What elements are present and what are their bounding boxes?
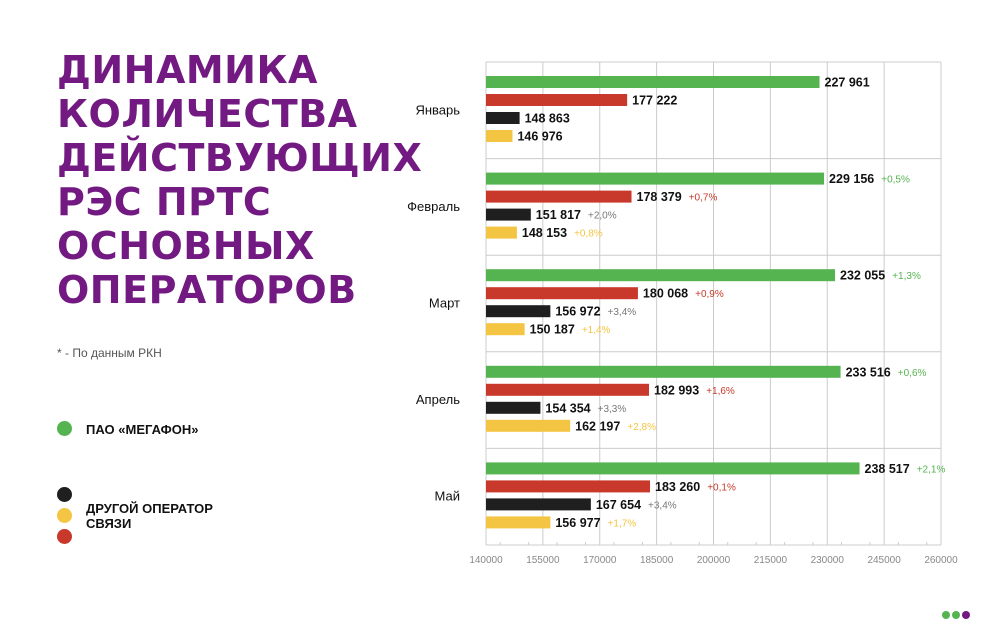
change-label: +2,1%	[917, 464, 946, 475]
category-label: Май	[435, 489, 460, 504]
data-label: 162 197	[575, 419, 620, 433]
bar	[486, 305, 551, 318]
x-tick-label: 260000	[924, 555, 958, 566]
bar	[486, 226, 517, 239]
legend-label-megafon: ПАО «МЕГАФОН»	[86, 422, 199, 437]
x-tick-label: 185000	[640, 555, 674, 566]
brand-dot-green	[952, 611, 960, 619]
change-label: +3,4%	[608, 307, 637, 318]
data-label: 180 068	[643, 287, 688, 301]
change-label: +0,8%	[574, 229, 603, 240]
title-line: КОЛИЧЕСТВА	[57, 92, 358, 136]
bar	[486, 419, 571, 432]
title-line: ДЕЙСТВУЮЩИХ	[57, 136, 423, 180]
bar	[486, 112, 520, 124]
category-label: Март	[429, 296, 460, 311]
x-tick-label: 140000	[469, 555, 503, 566]
change-label: +2,8%	[627, 422, 656, 433]
legend-dot-red	[57, 529, 72, 544]
legend-dot-black	[57, 487, 72, 502]
data-label: 146 976	[517, 130, 562, 144]
x-tick-label: 230000	[811, 555, 845, 566]
change-label: +1,6%	[706, 386, 735, 397]
bar	[486, 208, 531, 221]
change-label: +0,6%	[898, 368, 927, 379]
bar	[486, 401, 541, 414]
data-label: 151 817	[536, 208, 581, 222]
data-label: 156 977	[555, 516, 600, 530]
data-label: 148 153	[522, 226, 567, 240]
footnote: * - По данным РКН	[57, 346, 162, 360]
x-tick-label: 170000	[583, 555, 617, 566]
x-tick-label: 155000	[526, 555, 560, 566]
data-label: 156 972	[555, 305, 600, 319]
change-label: +1,7%	[608, 518, 637, 529]
category-label: Январь	[415, 102, 460, 117]
bar	[486, 383, 650, 396]
bar	[486, 94, 628, 106]
title-line: ОСНОВНЫХ	[57, 224, 315, 268]
bar	[486, 462, 860, 475]
category-label: Февраль	[407, 199, 460, 214]
bar	[486, 269, 836, 282]
bar	[486, 172, 825, 185]
bar	[486, 76, 820, 88]
brand-logo-dots	[942, 606, 972, 624]
data-label: 233 516	[846, 365, 891, 379]
x-tick-label: 200000	[697, 555, 731, 566]
data-label: 232 055	[840, 269, 885, 283]
change-label: +0,7%	[689, 193, 718, 204]
data-label: 182 993	[654, 383, 699, 397]
brand-dot-green	[942, 611, 950, 619]
change-label: +0,9%	[695, 289, 724, 300]
data-label: 178 379	[637, 190, 682, 204]
bar	[486, 365, 841, 378]
x-tick-label: 215000	[754, 555, 788, 566]
data-label: 167 654	[596, 498, 641, 512]
bar	[486, 516, 551, 529]
data-label: 183 260	[655, 480, 700, 494]
category-label: Апрель	[416, 392, 460, 407]
data-label: 229 156	[829, 172, 874, 186]
change-label: +0,1%	[707, 482, 736, 493]
data-label: 238 517	[865, 462, 910, 476]
title-line: ОПЕРАТОРОВ	[57, 268, 357, 312]
legend-label-other: ДРУГОЙ ОПЕРАТОР СВЯЗИ	[86, 501, 213, 531]
title-line: ДИНАМИКА	[57, 48, 318, 92]
bar	[486, 287, 638, 300]
bar	[486, 130, 513, 142]
legend-dot-megafon	[57, 421, 72, 436]
change-label: +3,3%	[598, 404, 627, 415]
bar	[486, 190, 632, 203]
change-label: +2,0%	[588, 211, 617, 222]
page-title: ДИНАМИКА КОЛИЧЕСТВА ДЕЙСТВУЮЩИХ РЭС ПРТС…	[57, 48, 422, 312]
change-label: +1,3%	[892, 271, 921, 282]
change-label: +3,4%	[648, 500, 677, 511]
data-label: 227 961	[825, 76, 870, 90]
title-line: РЭС ПРТС	[57, 180, 272, 224]
change-label: +0,5%	[881, 175, 910, 186]
x-tick-label: 245000	[867, 555, 901, 566]
data-label: 148 863	[525, 112, 570, 126]
data-label: 150 187	[530, 323, 575, 337]
change-label: +1,4%	[582, 325, 611, 336]
data-label: 177 222	[632, 94, 677, 108]
bar	[486, 480, 651, 493]
brand-dot-purple	[962, 611, 970, 619]
bar	[486, 498, 591, 511]
legend-dot-yellow	[57, 508, 72, 523]
data-label: 154 354	[545, 401, 590, 415]
bar	[486, 323, 525, 336]
